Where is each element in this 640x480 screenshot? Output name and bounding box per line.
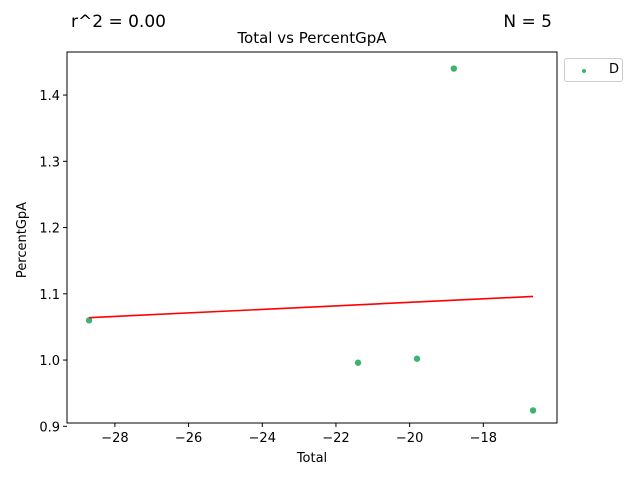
y-tick-label: 1.0: [39, 354, 60, 369]
x-tick-label: −22: [322, 431, 349, 446]
x-tick-label: −26: [175, 431, 202, 446]
x-axis-ticks: −28 −26 −24 −22 −20 −18: [101, 423, 497, 446]
legend-label-d: D: [609, 62, 620, 77]
legend-marker: [582, 69, 586, 73]
y-tick-label: 1.4: [39, 89, 60, 104]
y-tick-label: 1.1: [39, 288, 60, 303]
x-axis-label: Total: [296, 451, 327, 466]
x-tick-label: −28: [101, 431, 128, 446]
chart-title: Total vs PercentGpA: [237, 29, 387, 47]
regression-line: [89, 295, 534, 319]
sample-count-annotation: N = 5: [503, 12, 552, 32]
y-tick-label: 1.3: [39, 155, 60, 170]
data-point: [85, 317, 93, 324]
x-tick-label: −20: [396, 431, 423, 446]
y-axis-ticks: 0.9 1.0 1.1 1.2 1.3 1.4: [39, 89, 67, 435]
data-point: [413, 355, 421, 362]
legend: D: [564, 58, 623, 82]
plot-frame: [66, 51, 558, 424]
y-axis-label: PercentGpA: [15, 202, 30, 278]
x-tick-label: −18: [470, 431, 497, 446]
chart-marks: [85, 65, 537, 414]
y-tick-label: 0.9: [39, 420, 60, 435]
y-tick-label: 1.2: [39, 222, 60, 237]
data-point: [354, 359, 362, 366]
data-point: [450, 65, 458, 72]
x-tick-label: −24: [249, 431, 276, 446]
r-squared-annotation: r^2 = 0.00: [71, 12, 166, 32]
data-point: [529, 407, 537, 414]
